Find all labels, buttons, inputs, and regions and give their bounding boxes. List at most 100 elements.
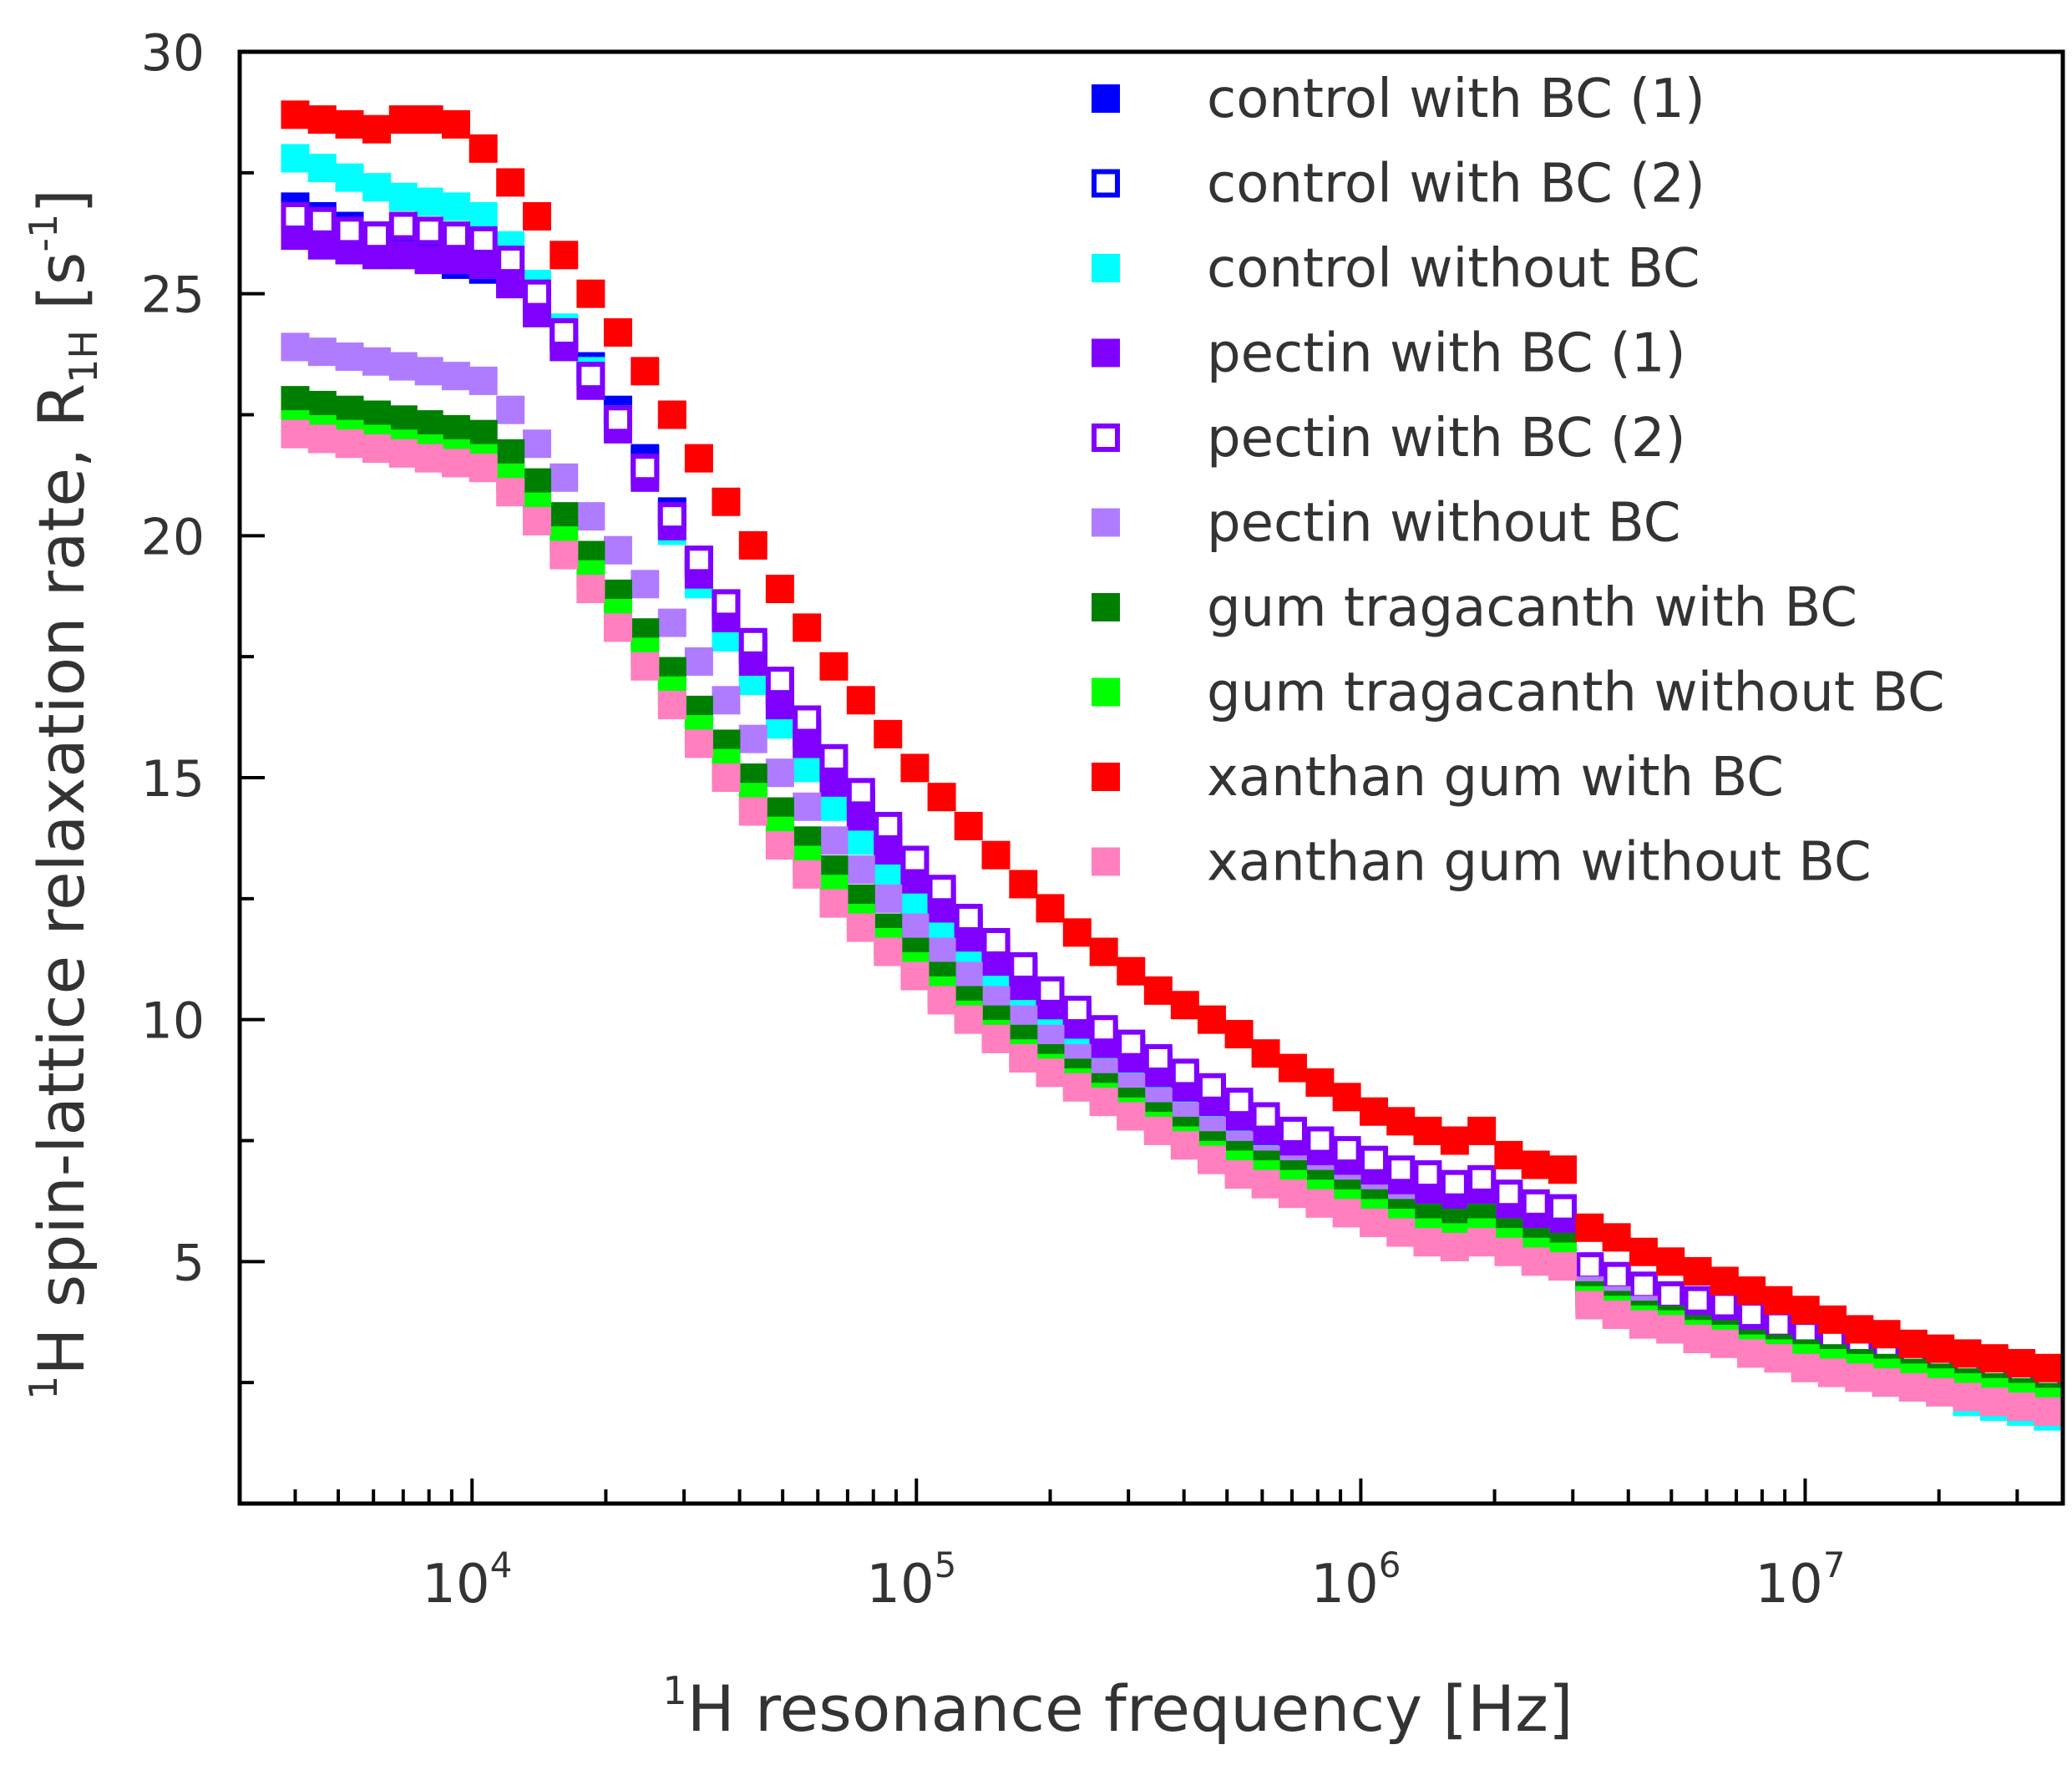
data-point (1521, 1247, 1550, 1276)
legend-swatch (1092, 763, 1120, 791)
data-point (846, 913, 875, 942)
legend-label: control with BC (1) (1207, 68, 1705, 130)
data-point (362, 347, 391, 376)
data-point (1898, 1329, 1928, 1358)
data-point (684, 647, 713, 676)
data-point (1224, 1160, 1254, 1189)
legend-item: gum tragacanth with BC (1092, 577, 1857, 639)
data-point (603, 535, 632, 565)
data-point (874, 811, 903, 840)
x-tick-exponent: 5 (935, 1544, 957, 1585)
data-point (712, 763, 741, 792)
data-point (1440, 1169, 1469, 1199)
data-point (1791, 1353, 1820, 1382)
y-axis-title: 1H spin-lattice relaxation rate, R1H [s-… (21, 189, 106, 1400)
data-point (1009, 1044, 1038, 1073)
data-point (1360, 1208, 1389, 1237)
data-point (388, 211, 418, 241)
data-point (414, 216, 443, 246)
data-point (954, 904, 983, 933)
data-point (1817, 1305, 1847, 1334)
data-point (738, 530, 768, 560)
data-point (1440, 1126, 1469, 1155)
data-point (469, 134, 498, 163)
data-point (1656, 1247, 1685, 1276)
data-point (496, 246, 525, 275)
data-point (954, 811, 983, 840)
data-point (954, 1005, 983, 1034)
data-point (1494, 1140, 1523, 1169)
data-point (469, 366, 498, 395)
data-point (765, 667, 794, 696)
x-tick-base: 10 (1310, 1554, 1378, 1615)
data-point (981, 927, 1011, 956)
data-point (1305, 1126, 1335, 1155)
data-point (362, 221, 391, 251)
data-point (441, 221, 470, 251)
data-point (522, 279, 551, 308)
data-point (1278, 1179, 1307, 1209)
data-point (576, 575, 605, 604)
legend-swatch (1092, 338, 1120, 368)
data-point (1062, 996, 1092, 1025)
data-point (576, 279, 605, 308)
data-point (1548, 1155, 1578, 1184)
y-tick-label: 15 (141, 750, 205, 809)
x-tick-exponent: 4 (490, 1544, 513, 1585)
data-point (550, 318, 579, 347)
data-point (793, 860, 822, 889)
data-point (335, 395, 364, 424)
data-point (1575, 1213, 1604, 1242)
data-point (1467, 1228, 1497, 1257)
data-point (1764, 1344, 1793, 1373)
y-axis-title-unit-open: [s (24, 252, 99, 330)
data-point (414, 357, 443, 386)
data-point (414, 444, 443, 473)
data-point (631, 570, 660, 599)
x-tick-label: 106 (1310, 1544, 1401, 1615)
data-point (335, 109, 364, 139)
legend-label: xanthan gum without BC (1207, 832, 1872, 894)
data-point (1872, 1368, 1901, 1397)
data-point (388, 439, 418, 468)
data-point (874, 884, 903, 913)
data-point (307, 337, 337, 367)
y-tick-label: 20 (141, 508, 205, 566)
data-point (765, 691, 794, 720)
x-axis-title-main: H resonance frequency [Hz] (687, 1671, 1573, 1746)
data-point (1089, 937, 1118, 966)
data-point (603, 613, 632, 642)
legend-swatch (1092, 593, 1120, 621)
data-point (1305, 1068, 1335, 1097)
data-point (1683, 1256, 1712, 1286)
data-point (684, 545, 713, 575)
data-point (2034, 1397, 2063, 1426)
y-axis-title-unit-close: ] (24, 189, 99, 214)
data-point (469, 419, 498, 449)
data-point (793, 792, 822, 821)
data-point (738, 797, 768, 826)
data-point (1953, 1382, 1982, 1412)
data-point (388, 105, 418, 134)
data-point (335, 429, 364, 459)
data-point (1251, 1169, 1280, 1199)
data-point (981, 1024, 1011, 1053)
data-point (1278, 1053, 1307, 1083)
data-point (1440, 1232, 1469, 1261)
data-point (1494, 1237, 1523, 1266)
data-point (1170, 1131, 1199, 1160)
data-point (900, 889, 930, 918)
data-point (281, 144, 310, 173)
data-point (712, 589, 741, 618)
x-tick-label: 107 (1755, 1544, 1845, 1615)
data-point (1143, 1044, 1173, 1073)
data-point (954, 961, 983, 991)
data-point (1817, 1358, 1847, 1387)
legend-swatch (1092, 847, 1120, 876)
x-tick-base: 10 (1755, 1554, 1822, 1615)
y-tick-label: 10 (141, 992, 205, 1051)
data-point (712, 487, 741, 516)
data-point (441, 246, 470, 275)
legend-swatch (1092, 84, 1120, 113)
x-axis-title: 1H resonance frequency [Hz] (662, 1668, 1573, 1746)
